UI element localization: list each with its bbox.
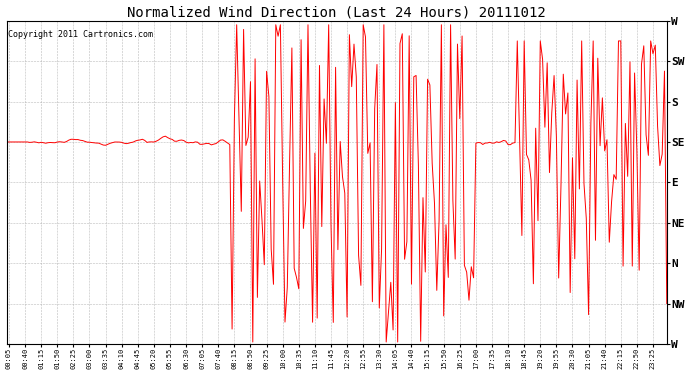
Title: Normalized Wind Direction (Last 24 Hours) 20111012: Normalized Wind Direction (Last 24 Hours… [128, 6, 546, 20]
Text: Copyright 2011 Cartronics.com: Copyright 2011 Cartronics.com [8, 30, 153, 39]
